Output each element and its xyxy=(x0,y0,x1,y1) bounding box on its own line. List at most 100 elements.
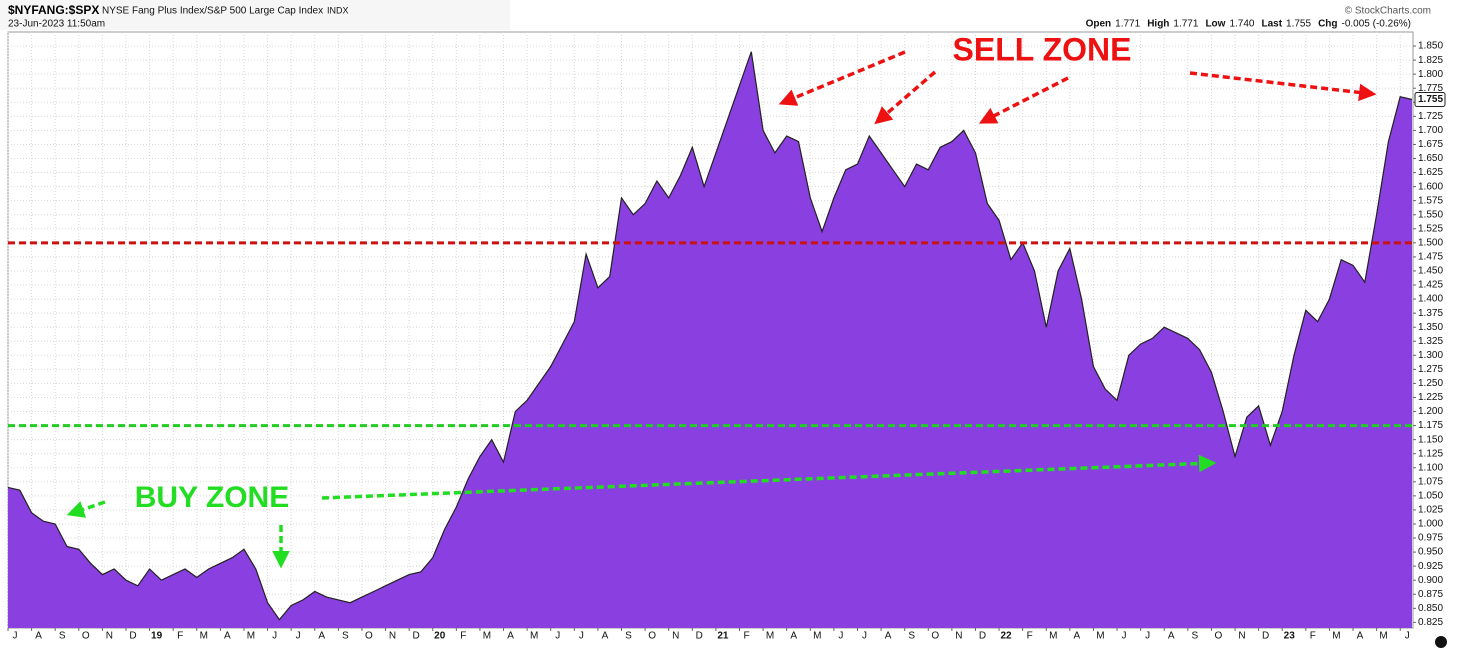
y-tick-label: 1.125 xyxy=(1418,448,1443,459)
quote-label: Open xyxy=(1086,19,1112,30)
y-tick-label: 1.600 xyxy=(1418,181,1443,192)
x-tick-label: F xyxy=(1310,631,1316,642)
x-tick-label: M xyxy=(1332,631,1340,642)
axes: 0.825 0.850 0.875 0.900 0.925 0.950 0.975 1.000… xyxy=(7,41,1446,642)
x-tick-label: O xyxy=(648,631,656,642)
quote: Open 1.771 High 1.771 Low 1.740 Last 1.755 Chg -0… xyxy=(1086,19,1411,30)
y-tick-label: 0.875 xyxy=(1418,589,1443,600)
y-tick-label: 1.325 xyxy=(1418,336,1443,347)
last-value-box xyxy=(1414,91,1446,107)
arrow xyxy=(874,70,937,125)
y-tick-label: 1.725 xyxy=(1418,111,1443,122)
y-tick-label: 1.450 xyxy=(1418,266,1443,277)
x-tick-label: N xyxy=(389,631,396,642)
quote-label: Low xyxy=(1205,19,1225,30)
x-tick-label: A xyxy=(1357,631,1364,642)
quote-value: 1.771 xyxy=(1173,19,1198,30)
x-tick-label: 23 xyxy=(1284,631,1296,642)
x-tick-label: 21 xyxy=(717,631,729,642)
y-tick-label: 1.625 xyxy=(1418,167,1443,178)
dot xyxy=(1435,636,1447,648)
x-tick-label: J xyxy=(579,631,584,642)
x-tick-label: J xyxy=(272,631,277,642)
x-tick-label: J xyxy=(1122,631,1127,642)
y-tick-label: 1.000 xyxy=(1418,519,1443,530)
x-tick-label: D xyxy=(129,631,136,642)
quote-label: High xyxy=(1147,19,1169,30)
y-tick-label: 1.400 xyxy=(1418,294,1443,305)
y-tick-label: 1.225 xyxy=(1418,392,1443,403)
quote-value: 1.755 xyxy=(1286,19,1311,30)
x-tick-label: J xyxy=(13,631,18,642)
y-tick-label: 1.250 xyxy=(1418,378,1443,389)
x-tick-label: N xyxy=(106,631,113,642)
area xyxy=(8,51,1412,628)
x-tick-label: J xyxy=(862,631,867,642)
date: 23-Jun-2023 11:50am xyxy=(8,19,105,30)
x-tick-label: N xyxy=(1238,631,1245,642)
y-tick-label: 0.825 xyxy=(1418,617,1443,628)
last-value-label: 1.755 xyxy=(1418,94,1443,105)
x-tick-label: A xyxy=(35,631,42,642)
x-tick-label: J xyxy=(838,631,843,642)
y-tick-label: 0.850 xyxy=(1418,603,1443,614)
y-tick-label: 0.900 xyxy=(1418,575,1443,586)
y-tick-label: 1.475 xyxy=(1418,252,1443,263)
y-tick-label: 0.975 xyxy=(1418,533,1443,544)
x-tick-label: M xyxy=(766,631,774,642)
arrow xyxy=(1189,71,1377,102)
x-tick-label: J xyxy=(1145,631,1150,642)
quote-label: Chg xyxy=(1318,19,1337,30)
index-name: NYSE Fang Plus Index/S&P 500 Large Cap I… xyxy=(102,6,323,17)
quote-value: 1.771 xyxy=(1115,19,1140,30)
symbol: $NYFANG:$SPX xyxy=(8,3,99,17)
y-tick-label: 1.075 xyxy=(1418,476,1443,487)
x-tick-label: 19 xyxy=(151,631,163,642)
y-tick-label: 1.050 xyxy=(1418,491,1443,502)
header-panel xyxy=(0,0,510,30)
x-tick-label: A xyxy=(507,631,514,642)
y-tick-label: 1.200 xyxy=(1418,406,1443,417)
quote-value: -0.005 (-0.26%) xyxy=(1342,19,1411,30)
x-tick-label: N xyxy=(955,631,962,642)
x-tick-label: D xyxy=(413,631,420,642)
line xyxy=(7,51,1413,621)
x-tick-label: M xyxy=(1049,631,1057,642)
x-tick-label: D xyxy=(979,631,986,642)
x-tick-label: O xyxy=(1215,631,1223,642)
x-tick-label: F xyxy=(743,631,749,642)
x-tick-label: A xyxy=(318,631,325,642)
x-tick-label: A xyxy=(885,631,892,642)
y-tick-label: 1.375 xyxy=(1418,308,1443,319)
copyright: © StockCharts.com xyxy=(1345,6,1431,17)
x-tick-label: 22 xyxy=(1000,631,1012,642)
annotation: BUY ZONE xyxy=(135,481,289,514)
x-tick-label: S xyxy=(1191,631,1198,642)
y-tick-label: 1.800 xyxy=(1418,69,1443,80)
y-tick-label: 0.950 xyxy=(1418,547,1443,558)
x-tick-label: A xyxy=(602,631,609,642)
y-tick-label: 1.575 xyxy=(1418,195,1443,206)
x-tick-label: J xyxy=(1405,631,1410,642)
x-tick-label: M xyxy=(1096,631,1104,642)
x-tick-label: O xyxy=(82,631,90,642)
y-tick-label: 1.525 xyxy=(1418,223,1443,234)
y-tick-label: 1.175 xyxy=(1418,420,1443,431)
x-tick-label: M xyxy=(483,631,491,642)
y-tick-label: 1.350 xyxy=(1418,322,1443,333)
annotation: SELL ZONE xyxy=(953,31,1132,67)
exchange: INDX xyxy=(327,5,349,15)
x-tick-label: F xyxy=(1027,631,1033,642)
x-tick-label: A xyxy=(790,631,797,642)
x-tick-label: O xyxy=(365,631,373,642)
x-tick-label: J xyxy=(296,631,301,642)
y-tick-label: 1.150 xyxy=(1418,434,1443,445)
y-tick-label: 1.300 xyxy=(1418,350,1443,361)
x-tick-label: M xyxy=(247,631,255,642)
x-tick-label: S xyxy=(342,631,349,642)
x-tick-label: D xyxy=(1262,631,1269,642)
plot xyxy=(7,51,1413,628)
arrow xyxy=(321,454,1217,500)
quote-value: 1.740 xyxy=(1229,19,1254,30)
x-tick-label: J xyxy=(555,631,560,642)
